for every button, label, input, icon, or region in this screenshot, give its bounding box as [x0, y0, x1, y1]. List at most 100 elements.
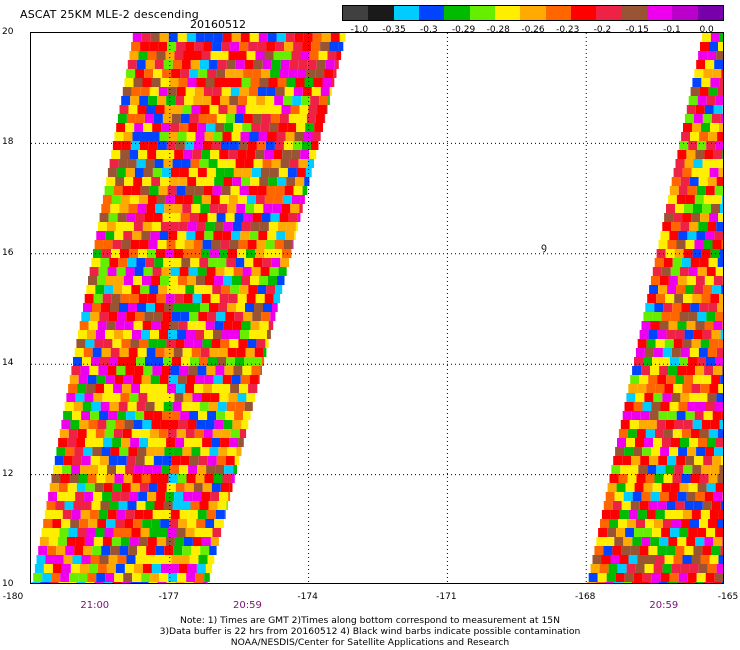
swath-cell	[148, 96, 158, 105]
swath-cell	[111, 492, 121, 501]
swath-cell	[172, 159, 182, 168]
swath-cell	[169, 564, 179, 573]
swath-cell	[90, 555, 100, 564]
swath-cell	[199, 357, 208, 366]
swath-cell	[50, 528, 60, 537]
swath-cell	[220, 96, 230, 105]
swath-cell	[704, 105, 714, 114]
swath-cell	[232, 222, 242, 231]
swath-cell	[138, 195, 148, 204]
swath-cell	[680, 438, 689, 447]
swath-cell	[277, 276, 285, 285]
swath-cell	[210, 51, 220, 60]
swath-cell	[282, 150, 292, 159]
swath-cell	[48, 492, 58, 501]
swath-cell	[719, 465, 723, 474]
swath-cell	[192, 537, 202, 546]
swath-cell	[268, 222, 278, 231]
swath-cell	[667, 582, 677, 583]
swath-time-label-left-end: 20:59	[233, 600, 262, 611]
swath-cell	[711, 159, 721, 168]
swath-cell	[192, 150, 202, 159]
swath-cell	[719, 294, 723, 303]
swath-cell	[715, 141, 723, 150]
swath-cell	[210, 249, 219, 258]
colorbar-segment	[596, 6, 622, 20]
swath-cell	[154, 501, 164, 510]
swath-cell	[215, 510, 225, 519]
swath-cell	[166, 483, 176, 492]
swath-cell	[138, 393, 148, 402]
swath-cell	[64, 402, 74, 411]
swath-cell	[281, 204, 291, 213]
swath-cell	[157, 483, 167, 492]
swath-cell	[693, 501, 703, 510]
swath-cell	[684, 501, 694, 510]
swath-cell	[97, 222, 107, 231]
swath-cell	[263, 204, 273, 213]
swath-cell	[214, 321, 224, 330]
swath-cell	[702, 375, 712, 384]
swath-cell	[685, 195, 695, 204]
swath-cell	[140, 285, 150, 294]
swath-cell	[198, 456, 208, 465]
swath-cell	[624, 402, 634, 411]
swath-cell	[80, 510, 90, 519]
swath-cell	[170, 465, 180, 474]
swath-cell	[645, 303, 655, 312]
swath-cell	[632, 537, 642, 546]
swath-cell	[220, 141, 230, 150]
swath-cell	[122, 186, 132, 195]
swath-cell	[224, 267, 234, 276]
swath-cell	[603, 501, 613, 510]
swath-cell	[199, 501, 209, 510]
swath-cell	[713, 537, 723, 546]
swath-cell	[709, 213, 719, 222]
swath-cell	[235, 60, 245, 69]
swath-cell	[296, 123, 306, 132]
swath-cell	[717, 258, 723, 267]
swath-cell	[685, 411, 695, 420]
swath-cell	[202, 141, 212, 150]
swath-cell	[105, 231, 115, 240]
swath-cell	[161, 465, 171, 474]
swath-cell	[182, 303, 191, 312]
swath-cell	[169, 420, 179, 429]
swath-cell	[247, 240, 257, 249]
swath-cell	[99, 456, 109, 465]
swath-cell	[165, 294, 175, 303]
swath-cell	[275, 87, 285, 96]
swath-cell	[126, 555, 136, 564]
swath-cell	[151, 276, 160, 285]
swath-cell	[649, 456, 659, 465]
swath-cell	[69, 474, 79, 483]
swath-cell	[119, 204, 129, 213]
swath-cell	[674, 294, 684, 303]
swath-cell	[276, 33, 286, 42]
swath-cell	[258, 132, 268, 141]
swath-cell	[245, 204, 255, 213]
swath-cell	[693, 330, 703, 339]
swath-cell	[328, 96, 330, 105]
swath-cell	[707, 222, 717, 231]
swath-cell	[219, 195, 229, 204]
swath-cell	[294, 231, 296, 240]
swath-cell	[151, 78, 161, 87]
swath-cell	[79, 321, 89, 330]
swath-cell	[224, 366, 234, 375]
swath-cell	[306, 114, 316, 123]
colorbar-tick-label: -0.15	[625, 25, 649, 35]
swath-cell	[716, 348, 723, 357]
swath-cell	[184, 240, 194, 249]
swath-cell	[101, 447, 111, 456]
swath-cell	[113, 186, 123, 195]
swath-cell	[128, 204, 138, 213]
swath-cell	[719, 33, 723, 42]
swath-cell	[252, 69, 262, 78]
swath-time-label-left-start: 21:00	[80, 600, 110, 611]
swath-cell	[134, 123, 144, 132]
swath-cell	[622, 411, 632, 420]
swath-cell	[262, 60, 272, 69]
swath-cell	[226, 60, 236, 69]
swath-cell	[96, 573, 106, 582]
